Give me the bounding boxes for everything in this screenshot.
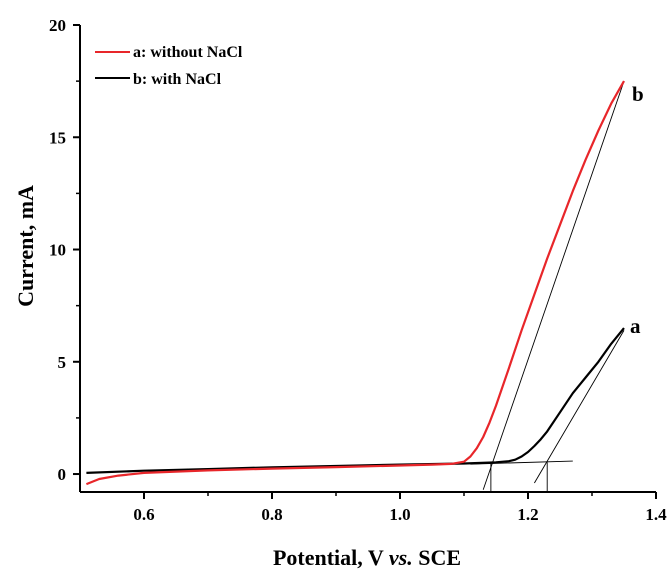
y-tick-label: 20: [49, 16, 66, 35]
curve-label-a: a: [630, 314, 641, 338]
legend: a: without NaCl b: with NaCl: [95, 44, 243, 88]
y-axis-title: Current, mA: [13, 185, 38, 307]
y-tick-label: 0: [58, 465, 67, 484]
legend-entry-a: a: without NaCl: [133, 44, 243, 61]
axis-ticks: 0.6 0.8 1.0 1.2 1.4 0 5 10 15 20: [49, 16, 667, 524]
x-tick-label: 0.6: [133, 505, 154, 524]
y-tick-label: 5: [58, 353, 67, 372]
x-axis-title-part-3: SCE: [413, 545, 461, 570]
x-axis-title-part-1: Potential, V: [273, 545, 389, 570]
legend-entry-b: b: with NaCl: [133, 71, 222, 88]
x-tick-label: 0.8: [261, 505, 282, 524]
tangent-line: [534, 330, 625, 484]
series-line-without-nacl: [85, 80, 625, 486]
x-axis-title-part-2: vs.: [389, 545, 413, 570]
x-axis-title: Potential, V vs. SCE: [273, 545, 461, 570]
plot-frame: [79, 25, 656, 493]
y-tick-label: 10: [49, 241, 66, 260]
tangent-line: [482, 80, 625, 490]
x-tick-label: 1.2: [517, 505, 538, 524]
y-tick-label: 15: [49, 128, 66, 147]
curve-label-b: b: [632, 82, 644, 106]
series-lines: [85, 80, 625, 486]
series-line-with-nacl: [86, 327, 625, 474]
x-tick-label: 1.0: [389, 505, 410, 524]
x-tick-label: 1.4: [645, 505, 667, 524]
tangent-lines: [470, 80, 625, 492]
